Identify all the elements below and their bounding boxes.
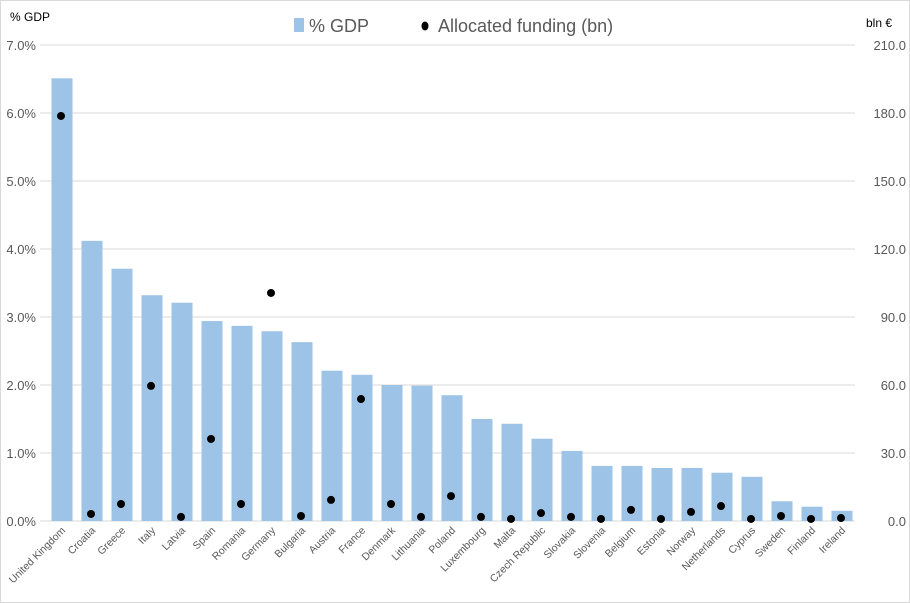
left-tick-label: 4.0%	[6, 242, 36, 257]
bar-germany	[261, 331, 283, 521]
bar-slovenia	[591, 465, 613, 521]
right-tick-label: 210.0	[873, 38, 906, 53]
bar-austria	[321, 370, 343, 521]
category-label: Czech Republic	[488, 525, 548, 585]
category-label: United Kingdom	[7, 524, 68, 585]
dot-poland	[447, 492, 455, 501]
category-label: Bulgaria	[272, 525, 308, 561]
dot-finland	[807, 514, 815, 523]
dot-slovenia	[597, 514, 605, 523]
category-label: Ireland	[817, 525, 848, 556]
bar-united-kingdom	[51, 78, 73, 521]
dot-bulgaria	[297, 512, 305, 521]
legend: % GDP Allocated funding (bn)	[294, 16, 613, 36]
bar-sweden	[771, 501, 793, 521]
dot-netherlands	[717, 502, 725, 511]
dot-croatia	[87, 509, 95, 518]
category-label: Slovenia	[571, 525, 608, 562]
bar-slovakia	[561, 450, 583, 521]
category-label: Spain	[191, 525, 219, 553]
left-tick-label: 0.0%	[6, 514, 36, 529]
dot-greece	[117, 500, 125, 508]
legend-bar-swatch	[294, 18, 304, 32]
dot-belgium	[627, 505, 635, 514]
bar-italy	[141, 295, 163, 521]
right-tick-label: 60.0	[881, 378, 906, 393]
dot-romania	[237, 500, 245, 508]
category-label: Estonia	[635, 525, 668, 558]
bar-luxembourg	[471, 419, 493, 521]
bar-romania	[231, 325, 253, 521]
bar-latvia	[171, 302, 193, 521]
bar-poland	[441, 395, 463, 521]
category-label: Greece	[95, 525, 128, 558]
bar-denmark	[381, 385, 403, 521]
category-label: Italy	[136, 524, 159, 547]
dot-estonia	[657, 514, 665, 523]
category-label: Finland	[785, 525, 818, 558]
bar-finland	[801, 506, 823, 521]
right-tick-label: 0.0	[888, 514, 906, 529]
right-tick-label: 120.0	[873, 242, 906, 257]
dot-malta	[507, 514, 515, 523]
right-tick-label: 180.0	[873, 106, 906, 121]
dot-norway	[687, 507, 695, 516]
category-label: Austria	[307, 525, 339, 557]
bar-greece	[111, 268, 133, 521]
bar-malta	[501, 423, 523, 521]
bar-france	[351, 374, 373, 521]
left-axis-title: % GDP	[10, 10, 50, 24]
legend-label-funding: Allocated funding (bn)	[438, 16, 613, 36]
right-tick-label: 90.0	[881, 310, 906, 325]
bar-cyprus	[741, 476, 763, 521]
right-tick-label: 150.0	[873, 174, 906, 189]
bar-czech-republic	[531, 438, 553, 521]
left-tick-label: 6.0%	[6, 106, 36, 121]
bar-lithuania	[411, 385, 433, 521]
bar-croatia	[81, 240, 103, 521]
category-label: Malta	[491, 525, 518, 552]
dot-cyprus	[747, 514, 755, 523]
bar-spain	[201, 321, 223, 521]
bar-norway	[681, 467, 703, 521]
left-tick-label: 5.0%	[6, 174, 36, 189]
dot-germany	[267, 288, 275, 297]
dot-france	[357, 395, 365, 404]
dot-austria	[327, 495, 335, 504]
category-label: Croatia	[66, 525, 99, 558]
dot-luxembourg	[477, 512, 485, 521]
left-tick-label: 2.0%	[6, 378, 36, 393]
category-label: Belgium	[603, 524, 638, 559]
dot-sweden	[777, 512, 785, 521]
legend-label-gdp: % GDP	[309, 16, 369, 36]
dot-lithuania	[417, 512, 425, 521]
right-axis-title: bln €	[866, 16, 892, 30]
bar-bulgaria	[291, 342, 313, 521]
legend-dot-swatch	[421, 21, 429, 31]
dot-denmark	[387, 500, 395, 508]
left-tick-label: 7.0%	[6, 38, 36, 53]
bar-estonia	[651, 467, 673, 521]
dot-italy	[147, 381, 155, 390]
dot-spain	[207, 434, 215, 443]
category-label: Sweden	[753, 525, 788, 560]
dot-czech-republic	[537, 509, 545, 518]
left-tick-label: 1.0%	[6, 446, 36, 461]
right-tick-label: 30.0	[881, 446, 906, 461]
bar-netherlands	[711, 472, 733, 521]
dot-ireland	[837, 514, 845, 523]
bar-belgium	[621, 465, 643, 521]
dot-united-kingdom	[57, 111, 65, 120]
dot-slovakia	[567, 512, 575, 521]
dot-latvia	[177, 512, 185, 521]
left-tick-label: 3.0%	[6, 310, 36, 325]
category-label: Latvia	[160, 525, 188, 553]
